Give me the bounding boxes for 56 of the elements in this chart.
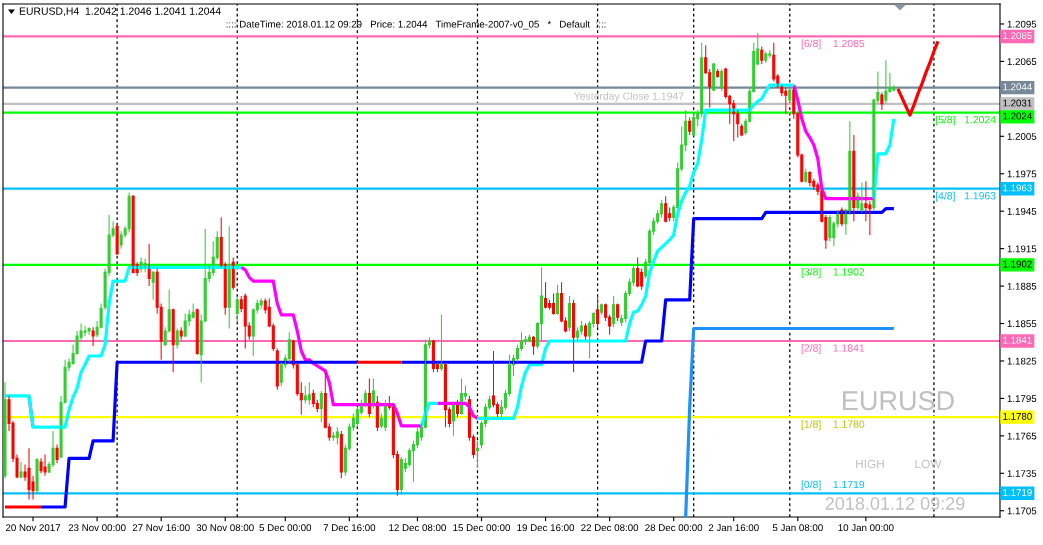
- y-tick-label: 1.1705: [1007, 507, 1037, 515]
- y-tick-label: 1.1825: [1007, 357, 1037, 365]
- y-tick-label: 1.1915: [1007, 245, 1037, 253]
- y-tick-label: 1.1735: [1007, 470, 1037, 477]
- annotation: [0/8] 1.1719: [801, 480, 865, 491]
- annotation: Yesterday Close 1.1947: [574, 92, 684, 102]
- candlestick: [331, 431, 335, 442]
- y-tick-label: 1.1975: [1007, 170, 1037, 178]
- x-tick-label: 5 Jan 08:00: [772, 524, 823, 532]
- annotation: [5/8] 1.2024: [935, 115, 996, 126]
- ref-line-label: 1.2031: [1003, 99, 1032, 107]
- ref-line-label: 1.1719: [1003, 489, 1032, 496]
- y-tick-label: 1.1855: [1007, 320, 1037, 328]
- ref-line-label: 1.2044: [1003, 83, 1032, 91]
- y-tick-label: 1.1945: [1007, 207, 1037, 215]
- annotation: [2/8] 1.1841: [801, 344, 865, 354]
- ref-line-label: 1.1902: [1003, 260, 1032, 268]
- x-tick-label: 30 Nov 08:00: [196, 524, 254, 532]
- x-tick-label: 2 Jan 16:00: [708, 524, 759, 532]
- y-tick-label: 1.2095: [1007, 20, 1037, 28]
- y-tick-label: 1.1765: [1007, 432, 1037, 440]
- x-tick-label: 28 Dec 00:00: [645, 524, 703, 532]
- x-tick-label: 5 Dec 00:00: [259, 524, 312, 532]
- annotation: 2018.01.12 09:29: [825, 497, 965, 510]
- candlestick: [83, 325, 87, 337]
- candlestick: [151, 270, 155, 301]
- y-tick-label: 1.1795: [1007, 395, 1037, 403]
- annotation: [1/8] 1.1780: [801, 420, 865, 430]
- annotation: EURUSD,H4 1.2042 1.2046 1.2041 1.2044: [19, 7, 221, 17]
- annotation: [6/8] 1.2085: [801, 39, 865, 50]
- y-tick-label: 1.2065: [1007, 58, 1037, 66]
- ref-line-label: 1.1780: [1003, 412, 1032, 420]
- candlestick: [524, 335, 528, 346]
- ref-line-label: 1.1963: [1003, 184, 1032, 192]
- x-tick-label: 23 Nov 00:00: [68, 524, 126, 532]
- ref-line-label: 1.1841: [1003, 336, 1032, 344]
- ref-line-label: 1.2085: [1003, 32, 1032, 40]
- x-tick-label: 10 Jan 00:00: [838, 524, 894, 532]
- x-tick-label: 22 Dec 08:00: [581, 524, 639, 532]
- annotation: LOW: [915, 459, 942, 469]
- x-tick-label: 19 Dec 16:00: [517, 524, 575, 532]
- annotation: [3/8] 1.1902: [801, 267, 865, 278]
- y-tick-label: 1.1885: [1007, 282, 1037, 290]
- annotation: EURUSD: [843, 391, 954, 411]
- x-tick-label: 12 Dec 08:00: [389, 524, 446, 532]
- candlestick: [768, 49, 772, 59]
- annotation: HIGH: [856, 459, 884, 469]
- candlestick: [143, 258, 147, 273]
- ref-line-label: 1.2024: [1003, 112, 1032, 120]
- annotation: :::: DateTime: 2018.01.12 09:29 Price: 1.2044 TimeFrame-2007-v0_05 * Default ::::: [226, 20, 606, 30]
- x-tick-label: 15 Dec 00:00: [453, 524, 511, 532]
- y-tick-label: 1.2005: [1007, 133, 1037, 140]
- x-tick-label: 27 Nov 16:00: [132, 524, 190, 532]
- x-tick-label: 20 Nov 2017: [5, 524, 61, 532]
- x-tick-label: 7 Dec 16:00: [323, 524, 376, 532]
- annotation: [4/8] 1.1963: [935, 191, 996, 202]
